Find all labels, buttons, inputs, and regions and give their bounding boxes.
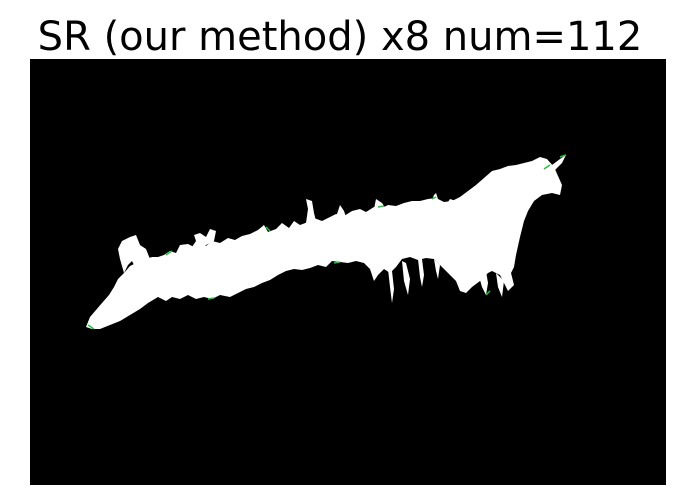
mask-body <box>86 157 562 329</box>
mask-protrusion-spike-5 <box>446 199 458 207</box>
figure-title: SR (our method) x8 num=112 <box>37 14 643 60</box>
segmentation-mask <box>30 59 666 485</box>
mask-protrusion-top-left <box>192 229 216 251</box>
mask-strand-6 <box>496 273 504 297</box>
mask-strand-2 <box>402 261 410 295</box>
mask-left-hook <box>118 235 150 273</box>
mask-right-end <box>516 155 566 191</box>
mask-strand-4 <box>434 259 440 279</box>
mask-protrusion-spike-1 <box>306 199 316 223</box>
mask-protrusion-spike-4 <box>432 193 444 205</box>
mask-edge-marks <box>87 154 567 330</box>
mask-strand-5 <box>478 271 488 295</box>
segmentation-image <box>30 59 666 485</box>
mask-protrusion-spike-2 <box>336 205 346 217</box>
mask-strand-3 <box>418 259 424 287</box>
mask-strand-1 <box>388 269 394 303</box>
